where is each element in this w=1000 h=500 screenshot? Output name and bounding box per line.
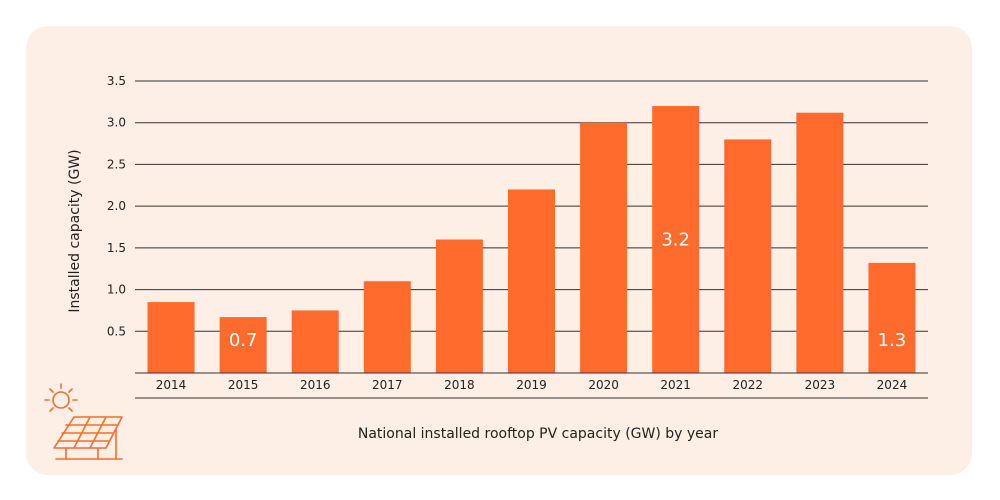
bar-2015 bbox=[219, 317, 267, 373]
x-tick-label: 2023 bbox=[805, 378, 836, 392]
y-tick-label: 2.5 bbox=[107, 157, 126, 171]
data-label-2015: 0.7 bbox=[229, 330, 258, 351]
bar-2019 bbox=[508, 189, 555, 373]
data-labels: 0.7 3.2 1.3 bbox=[229, 230, 906, 351]
x-tick-label: 2024 bbox=[877, 378, 908, 392]
y-tick-label: 1.0 bbox=[107, 283, 126, 297]
solar-panel-icon bbox=[44, 383, 123, 460]
bar-2021 bbox=[652, 106, 700, 374]
bar-2023 bbox=[796, 112, 844, 374]
x-tick-label: 2021 bbox=[660, 378, 691, 392]
data-label-2021: 3.2 bbox=[661, 230, 690, 251]
x-tick-label: 2018 bbox=[444, 378, 475, 392]
x-tick-label: 2015 bbox=[228, 378, 259, 392]
bar-2014 bbox=[147, 302, 195, 373]
data-label-2024: 1.3 bbox=[878, 330, 907, 351]
y-tick-label: 2.0 bbox=[107, 199, 126, 213]
x-tick-label: 2014 bbox=[156, 378, 187, 392]
x-tick-label: 2016 bbox=[300, 378, 331, 392]
y-axis-label: Installed capacity (GW) bbox=[67, 149, 83, 312]
y-tick-label: 0.5 bbox=[107, 324, 126, 338]
bar-2022 bbox=[724, 139, 772, 373]
bar-2017 bbox=[363, 281, 411, 373]
bar-2020 bbox=[580, 122, 628, 373]
x-tick-label: 2019 bbox=[516, 378, 547, 392]
y-tick-label: 1.5 bbox=[107, 241, 126, 255]
bar-2016 bbox=[291, 310, 339, 373]
bar-2024 bbox=[868, 262, 916, 373]
y-tick-label: 3.5 bbox=[107, 74, 126, 88]
bar-2018 bbox=[435, 239, 483, 373]
bars bbox=[147, 106, 916, 374]
axis: 0.5 1.0 1.5 2.0 2.5 3.0 3.5 2014 2015 2016 2017 201… bbox=[107, 74, 928, 399]
x-tick-label: 2020 bbox=[588, 378, 619, 392]
x-tick-label: 2017 bbox=[372, 378, 403, 392]
y-tick-label: 3.0 bbox=[107, 116, 126, 130]
x-tick-label: 2022 bbox=[732, 378, 763, 392]
chart-caption: National installed rooftop PV capacity (… bbox=[358, 426, 718, 442]
